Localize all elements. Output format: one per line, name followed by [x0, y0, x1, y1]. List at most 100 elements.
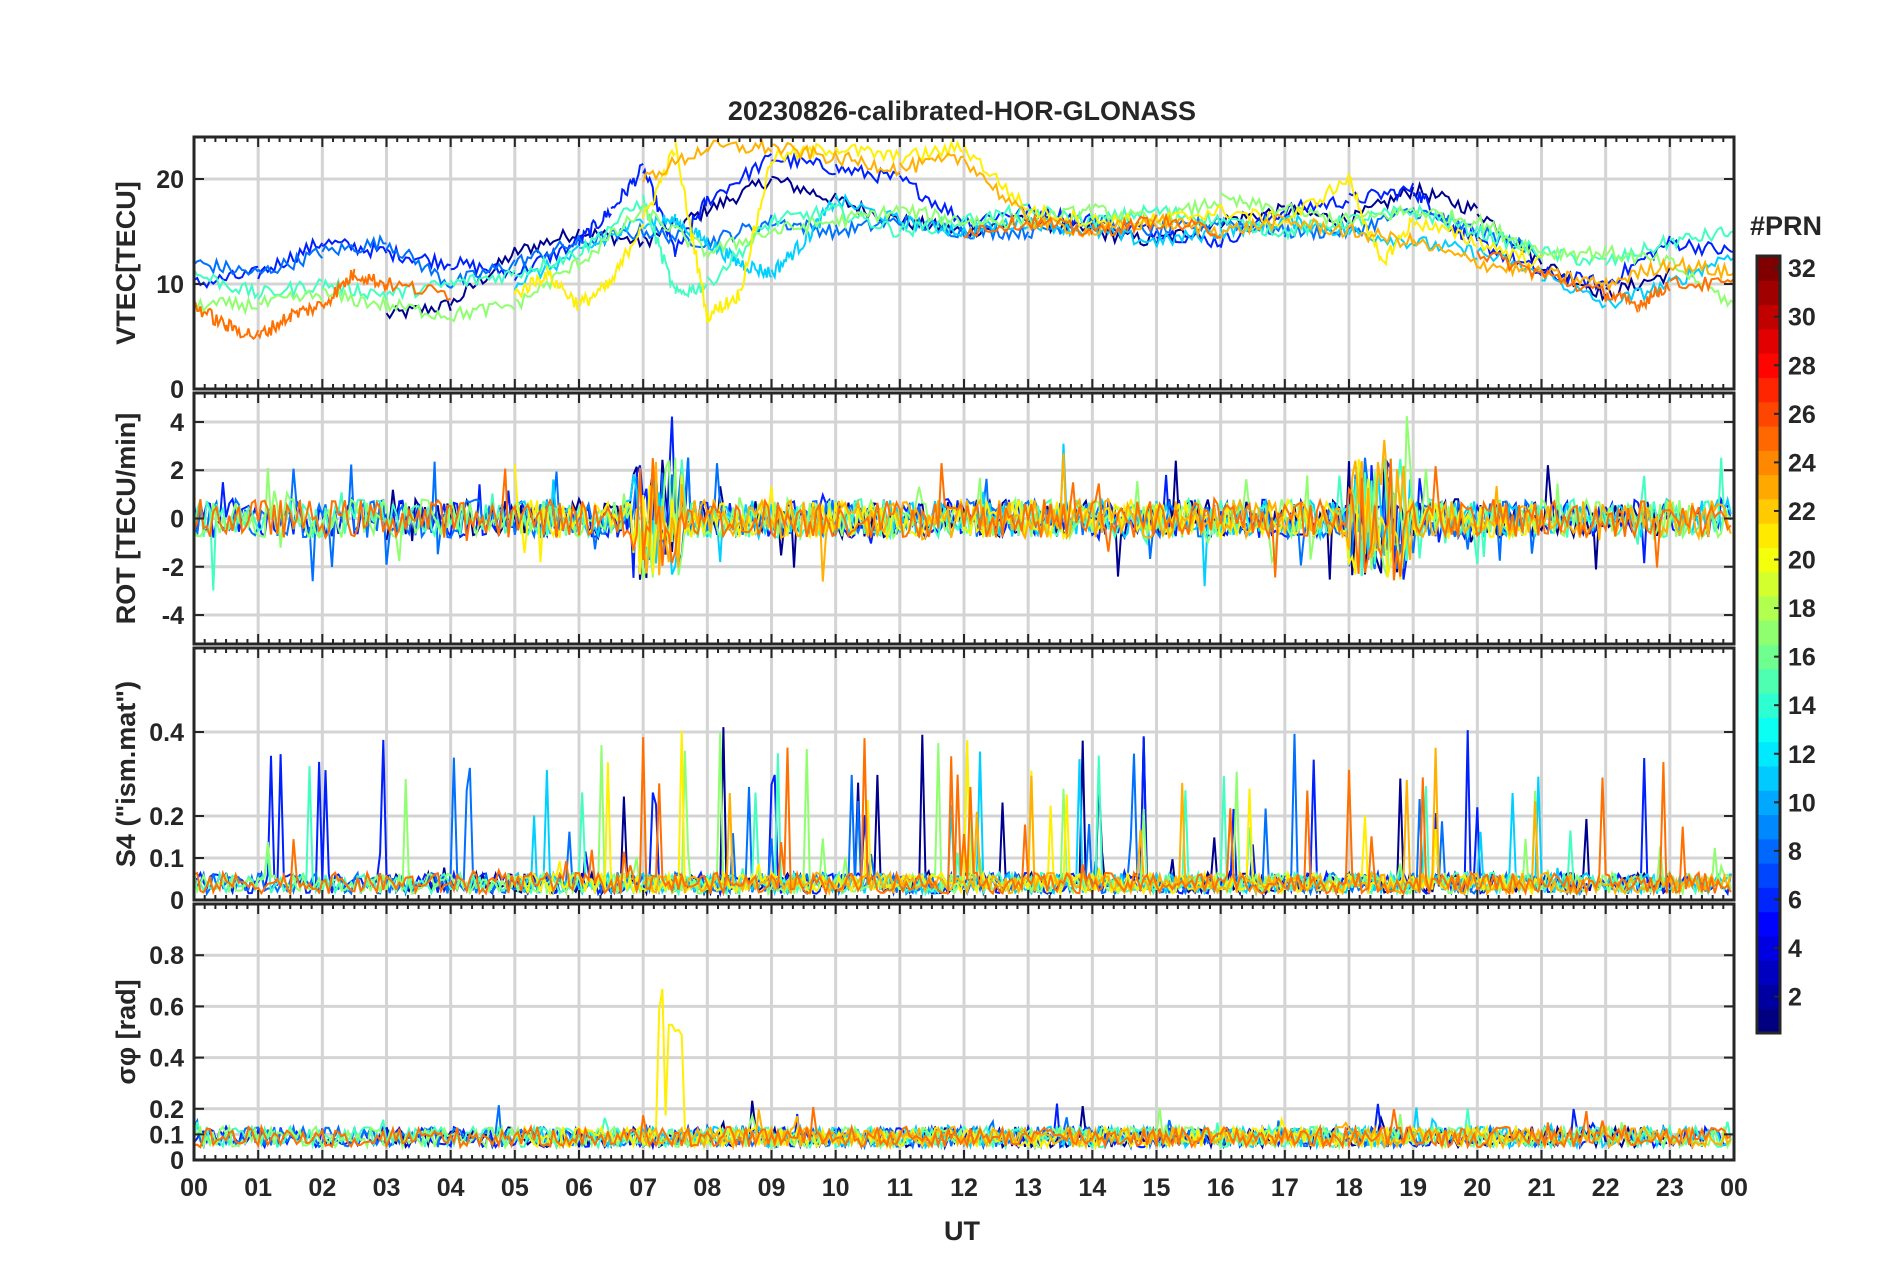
x-tick-label: 01: [244, 1174, 272, 1202]
colorbar-segment: [1757, 571, 1780, 597]
y-tick-label: 0.4: [149, 1045, 184, 1073]
y-tick-label: 0.6: [149, 993, 184, 1021]
y-tick-label: 0.2: [149, 1096, 184, 1124]
colorbar-segment: [1757, 984, 1780, 1010]
y-tick-label: 0: [170, 887, 184, 915]
y-tick-label: 0: [170, 506, 184, 534]
y-tick-label: 4: [170, 409, 184, 437]
colorbar-tick-label: 18: [1788, 595, 1816, 623]
colorbar-segment: [1757, 668, 1780, 694]
colorbar-segment: [1757, 498, 1780, 524]
colorbar-tick-label: 26: [1788, 401, 1816, 429]
panel-vtec-series: [194, 138, 1734, 341]
colorbar-segment: [1757, 280, 1780, 306]
colorbar-segment: [1757, 425, 1780, 451]
colorbar-segment: [1757, 547, 1780, 573]
colorbar-tick-label: 10: [1788, 789, 1816, 817]
x-tick-label: 16: [1207, 1174, 1235, 1202]
y-tick-label: 0.4: [149, 719, 184, 747]
colorbar-segment: [1757, 838, 1780, 864]
series-vtec-prn-17: [194, 192, 1734, 323]
colorbar-segment: [1757, 256, 1780, 281]
colorbar-tick-label: 28: [1788, 352, 1816, 380]
series-rot-prn-24: [194, 458, 1732, 581]
y-tick-label: -4: [162, 602, 184, 630]
colorbar-segment: [1757, 401, 1780, 427]
y-tick-label: 0.2: [149, 803, 184, 831]
y-tick-label: 0.1: [149, 1121, 184, 1149]
y-tick-label: 0: [170, 376, 184, 404]
series-vtec-prn-22: [642, 138, 1734, 293]
x-tick-label: 23: [1656, 1174, 1684, 1202]
y-axis-label-s4: S4 ("ism.mat"): [111, 681, 141, 867]
colorbar-segment: [1757, 790, 1780, 816]
colorbar-segment: [1757, 814, 1780, 840]
colorbar-segment: [1757, 887, 1780, 913]
colorbar-segment: [1757, 474, 1780, 500]
x-tick-label: 17: [1271, 1174, 1299, 1202]
x-axis-ticks: 00 01 02 03 04 05 06 07 08 09 10 11 12 13 14 15 16 17 18 19…: [180, 1174, 1748, 1202]
panel-s4: 0 0.1 0.2 0.4 S4 ("ism.mat"): [111, 646, 1736, 915]
colorbar-segment: [1757, 620, 1780, 646]
x-tick-label: 10: [822, 1174, 850, 1202]
colorbar-tick-label: 22: [1788, 498, 1816, 526]
x-tick-label: 19: [1399, 1174, 1427, 1202]
y-tick-label: 0: [170, 1147, 184, 1175]
panel-vtec: 0 10 20 VTEC[TECU]: [111, 135, 1736, 404]
colorbar-tick-label: 8: [1788, 838, 1802, 866]
x-tick-label: 18: [1335, 1174, 1363, 1202]
x-tick-label: 09: [758, 1174, 786, 1202]
y-tick-label: 10: [156, 271, 184, 299]
x-tick-label: 11: [887, 1174, 914, 1202]
colorbar-tick-label: 6: [1788, 886, 1802, 914]
colorbar-segment: [1757, 863, 1780, 888]
colorbar-segment: [1757, 328, 1780, 354]
y-tick-label: 2: [170, 457, 184, 485]
colorbar-segment: [1757, 1008, 1780, 1034]
series-s4-prn-24: [194, 737, 1732, 897]
x-tick-label: 20: [1463, 1174, 1491, 1202]
x-tick-label: 04: [437, 1174, 465, 1202]
colorbar-segment: [1757, 935, 1780, 961]
colorbar-tick-label: 20: [1788, 547, 1816, 575]
y-axis-label-vtec: VTEC[TECU]: [111, 181, 141, 345]
x-tick-label: 06: [565, 1174, 593, 1202]
colorbar-label: #PRN: [1750, 211, 1822, 241]
panel-sigma: 00.10.2 0.4 0.6 0.8 σφ [rad]: [111, 902, 1736, 1175]
colorbar-segment: [1757, 765, 1780, 791]
panel-rot: -4 -2 0 2 4 ROT [TECU/min]: [111, 391, 1736, 646]
colorbar-tick-label: 4: [1788, 935, 1802, 963]
x-axis-label: UT: [944, 1216, 980, 1246]
x-tick-label: 14: [1078, 1174, 1106, 1202]
colorbar-tick-label: 14: [1788, 692, 1816, 720]
colorbar-tick-label: 2: [1788, 984, 1802, 1012]
x-tick-label: 21: [1528, 1174, 1556, 1202]
colorbar-tick-label: 12: [1788, 741, 1816, 769]
colorbar-tick-label: 32: [1788, 255, 1816, 283]
colorbar-tick-label: 30: [1788, 304, 1816, 332]
x-tick-label: 22: [1592, 1174, 1620, 1202]
colorbar-segment: [1757, 911, 1780, 937]
y-tick-label: 0.1: [149, 845, 184, 873]
x-tick-label: 02: [308, 1174, 336, 1202]
chart-title: 20230826-calibrated-HOR-GLONASS: [728, 96, 1196, 126]
panel-s4-series: [194, 727, 1732, 898]
colorbar-tick-label: 24: [1788, 449, 1816, 477]
x-tick-label: 07: [629, 1174, 657, 1202]
y-tick-label: 20: [156, 166, 184, 194]
colorbar-segment: [1757, 741, 1780, 767]
colorbar-frame: [1755, 254, 1782, 1035]
colorbar-segment: [1757, 377, 1780, 403]
y-tick-label: -2: [162, 554, 184, 582]
series-vtec-prn-24: [194, 212, 1734, 341]
panel-sigma-series: [194, 988, 1732, 1151]
y-axis-label-rot: ROT [TECU/min]: [111, 413, 141, 624]
colorbar-segment: [1757, 644, 1780, 670]
colorbar-tick-label: 16: [1788, 644, 1816, 672]
x-tick-label: 00: [1720, 1174, 1748, 1202]
colorbar-segment: [1757, 523, 1780, 548]
y-axis-label-sigma: σφ [rad]: [111, 979, 141, 1084]
x-tick-label: 15: [1143, 1174, 1171, 1202]
colorbar-segment: [1757, 595, 1780, 621]
